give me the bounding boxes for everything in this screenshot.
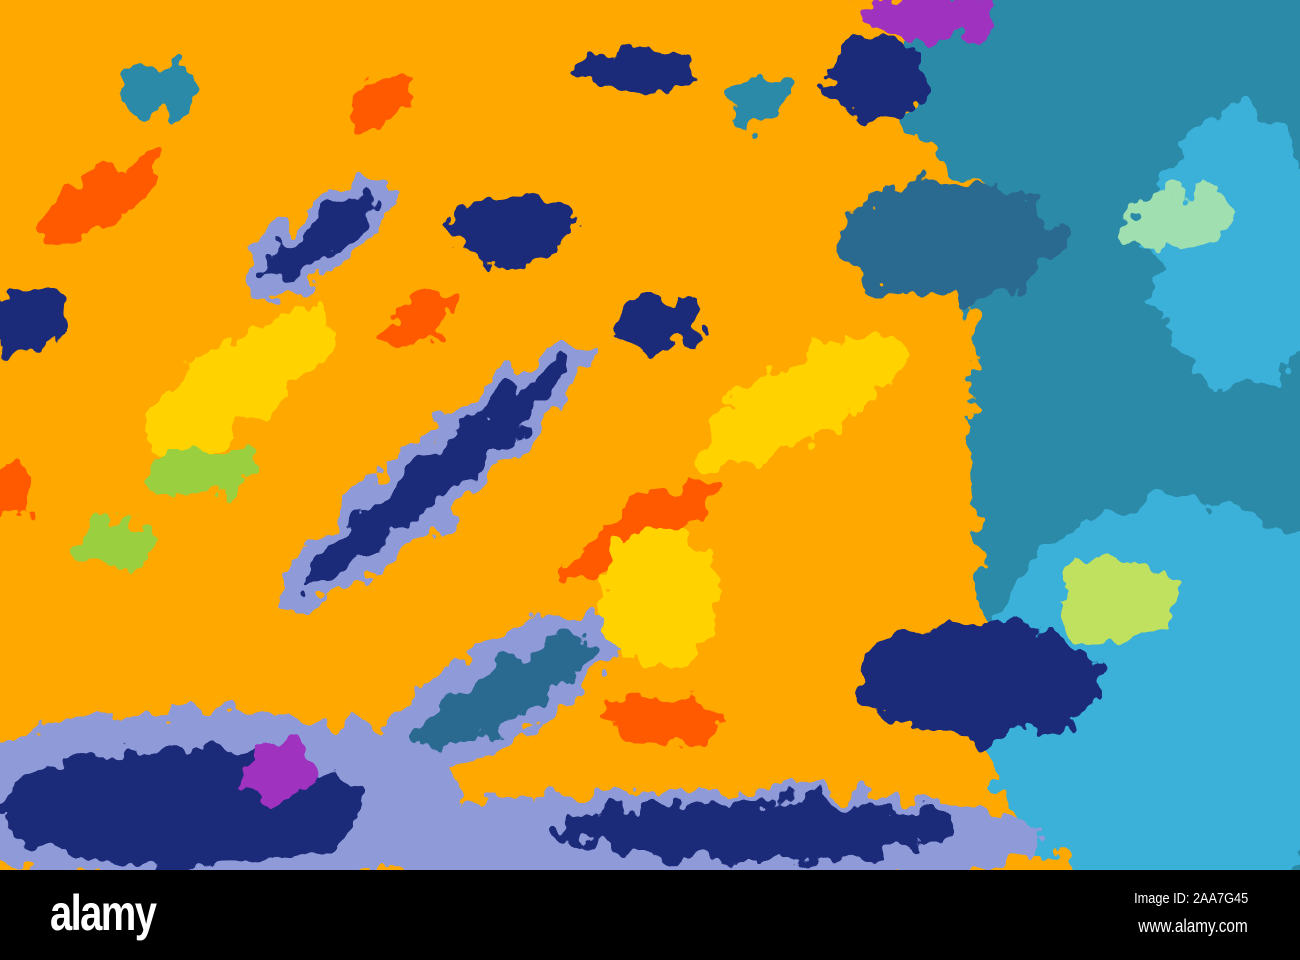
watermark-bar: alamy Image ID: 2AA7G45 www.alamy.com <box>0 870 1300 960</box>
image-id: Image ID: 2AA7G45 <box>1133 890 1248 907</box>
site-url: www.alamy.com <box>1138 916 1248 936</box>
alamy-logo: alamy <box>50 885 157 941</box>
abstract-texture-photo <box>0 0 1300 870</box>
